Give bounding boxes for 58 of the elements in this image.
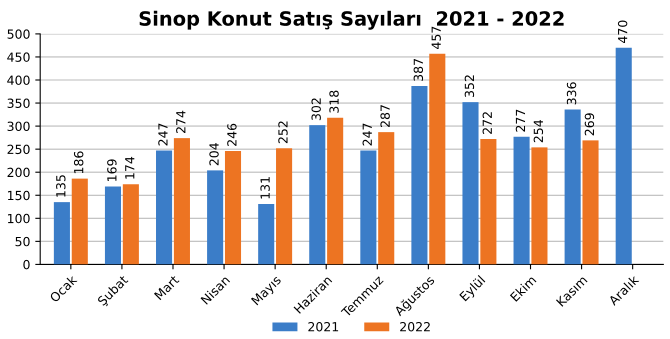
data-label: 131: [260, 177, 270, 198]
bar: [411, 86, 428, 264]
bar: [360, 150, 376, 264]
bar: [309, 125, 326, 264]
y-tick-label: 50: [16, 236, 30, 246]
data-label: 336: [566, 82, 576, 104]
legend-label: 2021: [308, 322, 338, 332]
data-label: 318: [329, 90, 339, 113]
bar: [564, 110, 581, 264]
y-tick-label: 0: [23, 260, 30, 270]
bar: [514, 136, 530, 264]
data-label: 246: [227, 124, 237, 146]
bar: [258, 204, 274, 264]
bar: [462, 102, 479, 264]
y-tick-label: 250: [8, 144, 30, 154]
bar: [104, 186, 122, 264]
bar: [174, 138, 190, 264]
bar: [276, 148, 292, 264]
data-label: 174: [125, 156, 134, 179]
bar: [531, 147, 548, 264]
bar: [616, 48, 632, 264]
bar: [207, 170, 224, 264]
y-tick-label: 300: [8, 122, 30, 132]
y-tick-label: 150: [8, 190, 30, 200]
data-label: 277: [516, 110, 526, 132]
data-label: 247: [158, 124, 168, 146]
data-label: 247: [362, 124, 372, 146]
data-label: 274: [176, 110, 186, 134]
y-tick-label: 100: [8, 214, 30, 224]
bar: [582, 140, 599, 264]
data-label: 254: [534, 120, 544, 142]
bar: [480, 139, 496, 264]
data-label: 135: [56, 175, 66, 197]
bar: [54, 202, 70, 264]
y-tick-label: 200: [8, 168, 30, 178]
bar: [122, 184, 139, 264]
data-label: 272: [482, 112, 492, 134]
data-label: 252: [278, 121, 288, 144]
y-tick-label: 350: [8, 98, 30, 108]
data-label: 204: [209, 143, 219, 166]
data-label: 169: [107, 159, 117, 181]
bar: [378, 132, 394, 264]
bar: [224, 151, 242, 264]
y-tick-label: 400: [7, 75, 30, 85]
data-label: 287: [380, 105, 390, 128]
y-tick-label: 500: [8, 29, 30, 39]
bar: [429, 54, 446, 264]
data-label: 302: [311, 98, 321, 120]
data-label: 186: [74, 151, 84, 174]
data-label: 269: [584, 113, 594, 136]
data-label: 470: [618, 20, 628, 43]
data-label: 352: [464, 75, 474, 98]
data-label: 387: [414, 59, 424, 81]
legend-label: 2022: [400, 322, 430, 332]
bar: [327, 118, 344, 264]
bar: [156, 150, 172, 264]
bar: [72, 178, 88, 264]
y-tick-label: 450: [7, 52, 30, 62]
